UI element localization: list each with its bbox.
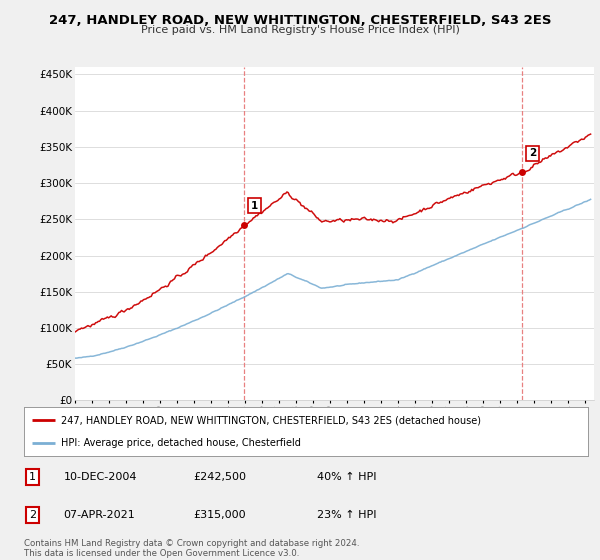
Text: 1: 1 bbox=[251, 201, 258, 211]
Text: HPI: Average price, detached house, Chesterfield: HPI: Average price, detached house, Ches… bbox=[61, 438, 301, 448]
Text: 2: 2 bbox=[29, 510, 36, 520]
Text: 1: 1 bbox=[29, 472, 36, 482]
Text: £315,000: £315,000 bbox=[193, 510, 246, 520]
Text: 247, HANDLEY ROAD, NEW WHITTINGTON, CHESTERFIELD, S43 2ES: 247, HANDLEY ROAD, NEW WHITTINGTON, CHES… bbox=[49, 14, 551, 27]
Text: Price paid vs. HM Land Registry's House Price Index (HPI): Price paid vs. HM Land Registry's House … bbox=[140, 25, 460, 35]
Text: £242,500: £242,500 bbox=[193, 472, 246, 482]
Text: 10-DEC-2004: 10-DEC-2004 bbox=[64, 472, 137, 482]
Text: 07-APR-2021: 07-APR-2021 bbox=[64, 510, 135, 520]
Text: 247, HANDLEY ROAD, NEW WHITTINGTON, CHESTERFIELD, S43 2ES (detached house): 247, HANDLEY ROAD, NEW WHITTINGTON, CHES… bbox=[61, 416, 481, 426]
Text: 40% ↑ HPI: 40% ↑ HPI bbox=[317, 472, 377, 482]
Text: 23% ↑ HPI: 23% ↑ HPI bbox=[317, 510, 377, 520]
Text: 2: 2 bbox=[529, 148, 536, 158]
Text: Contains HM Land Registry data © Crown copyright and database right 2024.
This d: Contains HM Land Registry data © Crown c… bbox=[24, 539, 359, 558]
